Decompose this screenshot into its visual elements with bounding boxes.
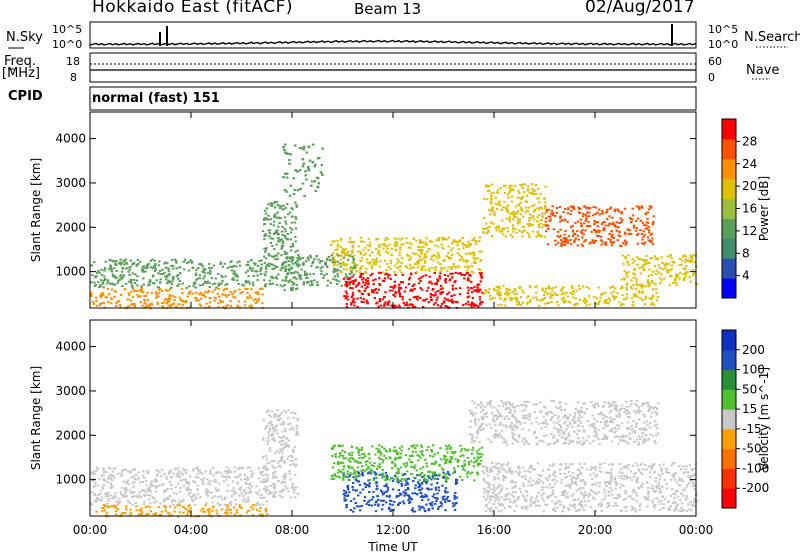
power-colorbar-tick-label: 20 — [742, 179, 757, 193]
date-label: 02/Aug/2017 — [585, 0, 695, 17]
power-colorbar-tick-label: 24 — [742, 157, 757, 171]
power-colorbar-segment — [722, 158, 736, 180]
velocity-region — [342, 471, 459, 513]
nsearch-tick-low: 10^0 — [708, 38, 739, 51]
freq-unit: [MHz] — [2, 66, 40, 81]
power-y-tick-label: 3000 — [55, 176, 86, 190]
power-colorbar-tick-label: 4 — [742, 269, 750, 283]
velocity-colorbar-segment — [722, 488, 736, 509]
power-colorbar-tick-label: 12 — [742, 224, 757, 238]
velocity-colorbar-tick-label: 100 — [742, 363, 765, 377]
power-colorbar-segment — [722, 119, 736, 140]
velocity-y-axis-label: Slant Range [km] — [29, 366, 43, 470]
velocity-colorbar-tick-label: -50 — [742, 442, 762, 456]
power-colorbar-segment — [722, 198, 736, 219]
x-tick-label: 04:00 — [174, 523, 209, 537]
velocity-colorbar-tick-label: 50 — [742, 382, 757, 396]
velocity-colorbar-segment — [722, 448, 736, 469]
x-tick-label: 16:00 — [477, 523, 512, 537]
nave-tick-low: 0 — [708, 71, 715, 84]
velocity-y-tick-label: 1000 — [55, 473, 86, 487]
power-y-tick-label: 4000 — [55, 132, 86, 146]
nsky-tick-low: 10^0 — [52, 38, 83, 51]
velocity-colorbar-segment — [722, 389, 736, 410]
freq-tick-low: 8 — [70, 71, 77, 84]
plot-title: Hokkaido East (fitACF) — [92, 0, 294, 17]
power-region — [90, 287, 264, 310]
velocity-colorbar-segment — [722, 409, 736, 430]
power-region — [90, 258, 263, 289]
power-colorbar-segment — [722, 258, 736, 279]
power-colorbar-segment — [722, 218, 736, 239]
x-axis-label: Time UT — [367, 540, 418, 554]
freq-label: Freq. — [4, 54, 36, 69]
nsearch-tick-high: 10^5 — [708, 23, 739, 36]
velocity-colorbar-tick-label: -200 — [742, 481, 769, 495]
power-colorbar-tick-label: 16 — [742, 202, 757, 216]
velocity-colorbar-segment — [722, 428, 736, 450]
power-colorbar-segment — [722, 238, 736, 259]
power-colorbar-label: Power [dB] — [757, 176, 771, 241]
velocity-region — [90, 466, 269, 506]
velocity-y-tick-label: 2000 — [55, 428, 86, 442]
power-region — [261, 200, 300, 292]
x-tick-label: 00:00 — [73, 523, 108, 537]
power-background — [90, 112, 696, 308]
power-region — [282, 143, 324, 198]
nsky-label: N.Sky — [6, 30, 43, 45]
power-region — [280, 253, 357, 287]
velocity-y-tick-label: 4000 — [55, 340, 86, 354]
velocity-colorbar-segment — [722, 349, 736, 371]
velocity-colorbar-tick-label: 15 — [742, 402, 757, 416]
power-region — [482, 284, 660, 307]
power-colorbar-tick-label: 8 — [742, 246, 750, 260]
velocity-colorbar-tick-label: 200 — [742, 343, 765, 357]
power-y-tick-label: 2000 — [55, 220, 86, 234]
beam-label: Beam 13 — [354, 0, 422, 18]
velocity-region — [261, 409, 300, 500]
power-y-axis-label: Slant Range [km] — [29, 158, 43, 262]
velocity-colorbar-tick-label: -15 — [742, 422, 762, 436]
velocity-colorbar-label: Velocity [m s^-1] — [757, 367, 771, 471]
power-y-tick-label: 1000 — [55, 265, 86, 279]
power-heatmap — [89, 111, 698, 310]
velocity-colorbar-segment — [722, 369, 736, 390]
nsearch-label: N.Search — [744, 30, 800, 45]
power-region — [342, 271, 484, 309]
x-tick-label: 08:00 — [275, 523, 310, 537]
velocity-region — [481, 461, 699, 513]
velocity-colorbar-frame — [721, 329, 737, 509]
power-region — [620, 254, 698, 287]
power-colorbar-segment — [722, 178, 736, 200]
power-region — [544, 205, 655, 247]
velocity-region — [330, 444, 484, 482]
velocity-background — [90, 320, 696, 516]
cpid-label: CPID — [8, 89, 43, 104]
velocity-colorbar-segment — [722, 330, 736, 351]
cpid-text: normal (fast) 151 — [92, 91, 220, 106]
power-colorbar-segment — [722, 278, 736, 299]
velocity-y-tick-label: 3000 — [55, 384, 86, 398]
nsky-panel — [89, 21, 697, 49]
x-tick-label: 12:00 — [376, 523, 411, 537]
velocity-region — [468, 399, 660, 446]
nave-label: Nave — [746, 63, 780, 78]
nsky-trace — [89, 39, 697, 46]
freq-panel — [89, 52, 697, 83]
velocity-colorbar-segment — [722, 468, 736, 489]
nave-tick-high: 60 — [708, 55, 722, 68]
power-colorbar-segment — [722, 138, 736, 160]
freq-tick-high: 18 — [66, 55, 80, 68]
x-tick-label: 20:00 — [578, 523, 613, 537]
cpid-panel — [89, 86, 697, 111]
velocity-heatmap — [89, 319, 699, 518]
velocity-colorbar-tick-label: -100 — [742, 461, 769, 475]
power-region — [481, 183, 547, 238]
x-tick-label: 00:00 — [679, 523, 714, 537]
power-colorbar-tick-label: 28 — [742, 134, 757, 148]
nsky-tick-high: 10^5 — [52, 23, 83, 36]
power-region — [330, 236, 484, 274]
